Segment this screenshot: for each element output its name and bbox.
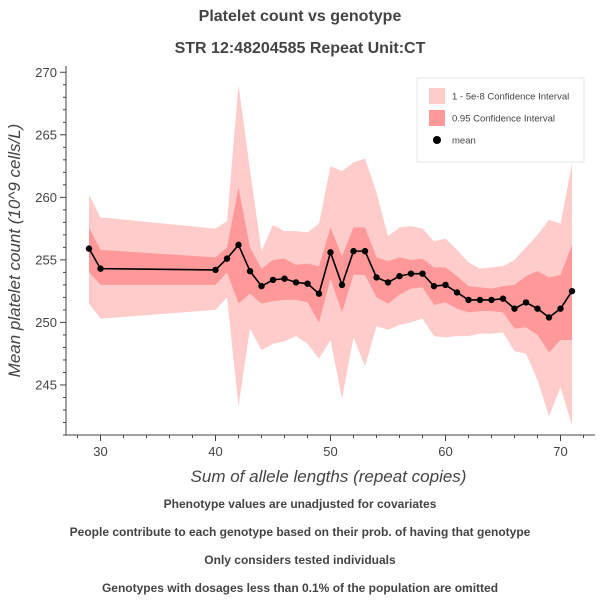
mean-point xyxy=(85,245,93,252)
y-tick-label: 260 xyxy=(35,190,57,205)
mean-point xyxy=(281,275,288,282)
x-tick-label: 50 xyxy=(323,444,337,459)
y-tick-label: 245 xyxy=(35,377,57,392)
x-tick-label: 70 xyxy=(553,444,567,459)
x-tick-label: 40 xyxy=(208,444,222,459)
note-dosage: Genotypes with dosages less than 0.1% of… xyxy=(101,581,499,595)
mean-point xyxy=(522,299,530,306)
mean-point xyxy=(269,276,277,284)
mean-point xyxy=(315,290,323,297)
note-tested: Only considers tested individuals xyxy=(204,553,396,567)
mean-point xyxy=(304,280,311,287)
x-tick-label: 30 xyxy=(93,444,107,459)
mean-point xyxy=(430,282,438,290)
mean-series xyxy=(85,241,576,321)
mean-point xyxy=(338,281,346,289)
x-tick-label: 60 xyxy=(438,444,452,459)
mean-point xyxy=(258,282,265,290)
mean-point xyxy=(545,314,553,321)
mean-point xyxy=(488,296,495,304)
mean-point xyxy=(568,287,576,295)
mean-point xyxy=(453,289,461,296)
mean-point xyxy=(292,279,300,286)
mean-point xyxy=(350,247,357,255)
note-unadjusted: Phenotype values are unadjusted for cova… xyxy=(163,497,437,511)
legend-label-band_wide: 1 - 5e-8 Confidence Interval xyxy=(452,92,569,103)
y-tick-label: 270 xyxy=(35,65,57,80)
legend-swatch-mean xyxy=(433,136,441,144)
note-probability: People contribute to each genotype based… xyxy=(69,525,531,539)
y-axis-label: Mean platelet count (10^9 cells/L) xyxy=(5,124,24,378)
mean-point xyxy=(557,305,564,312)
axis-labels: Sum of allele lengths (repeat copies) Mea… xyxy=(5,124,466,486)
mean-point xyxy=(511,305,518,312)
chart-legend: 1 - 5e-8 Confidence Interval 0.95 Confide… xyxy=(416,77,585,163)
mean-point xyxy=(373,274,380,281)
mean-point xyxy=(407,270,415,277)
chart-title: Platelet count vs genotype xyxy=(198,8,402,25)
mean-point xyxy=(442,281,449,289)
mean-point xyxy=(235,241,242,249)
mean-point xyxy=(246,267,254,275)
mean-point xyxy=(499,295,507,302)
mean-point xyxy=(384,279,392,286)
legend-label-point: mean xyxy=(452,136,476,147)
x-axis-label: Sum of allele lengths (repeat copies) xyxy=(191,467,467,486)
mean-point xyxy=(327,249,334,256)
legend-swatch-band_95 xyxy=(429,110,445,126)
mean-point xyxy=(97,265,104,272)
band-95-ci xyxy=(89,187,572,353)
mean-point xyxy=(419,270,426,277)
mean-point xyxy=(223,255,231,262)
legend-label-band_95: 0.95 Confidence Interval xyxy=(452,114,555,125)
mean-point xyxy=(534,305,541,312)
mean-point xyxy=(212,266,219,274)
mean-point xyxy=(465,296,472,304)
mean-point xyxy=(476,296,484,304)
y-tick-label: 255 xyxy=(35,252,57,267)
y-tick-label: 265 xyxy=(35,127,57,142)
mean-point xyxy=(396,272,403,280)
chart-plot-svg: 30 40 50 60 70 245 250 255 260 265 270 1 - 5e-8 Co… xyxy=(5,65,595,486)
chart-subtitle: STR 12:48204585 Repeat Unit:CT xyxy=(174,40,426,57)
y-tick-label: 250 xyxy=(35,315,57,330)
mean-line xyxy=(88,243,573,319)
chart-axes: 30 40 50 60 70 245 250 255 260 265 270 xyxy=(35,65,595,459)
mean-point xyxy=(361,247,369,255)
legend-swatch-band_wide xyxy=(429,88,445,104)
